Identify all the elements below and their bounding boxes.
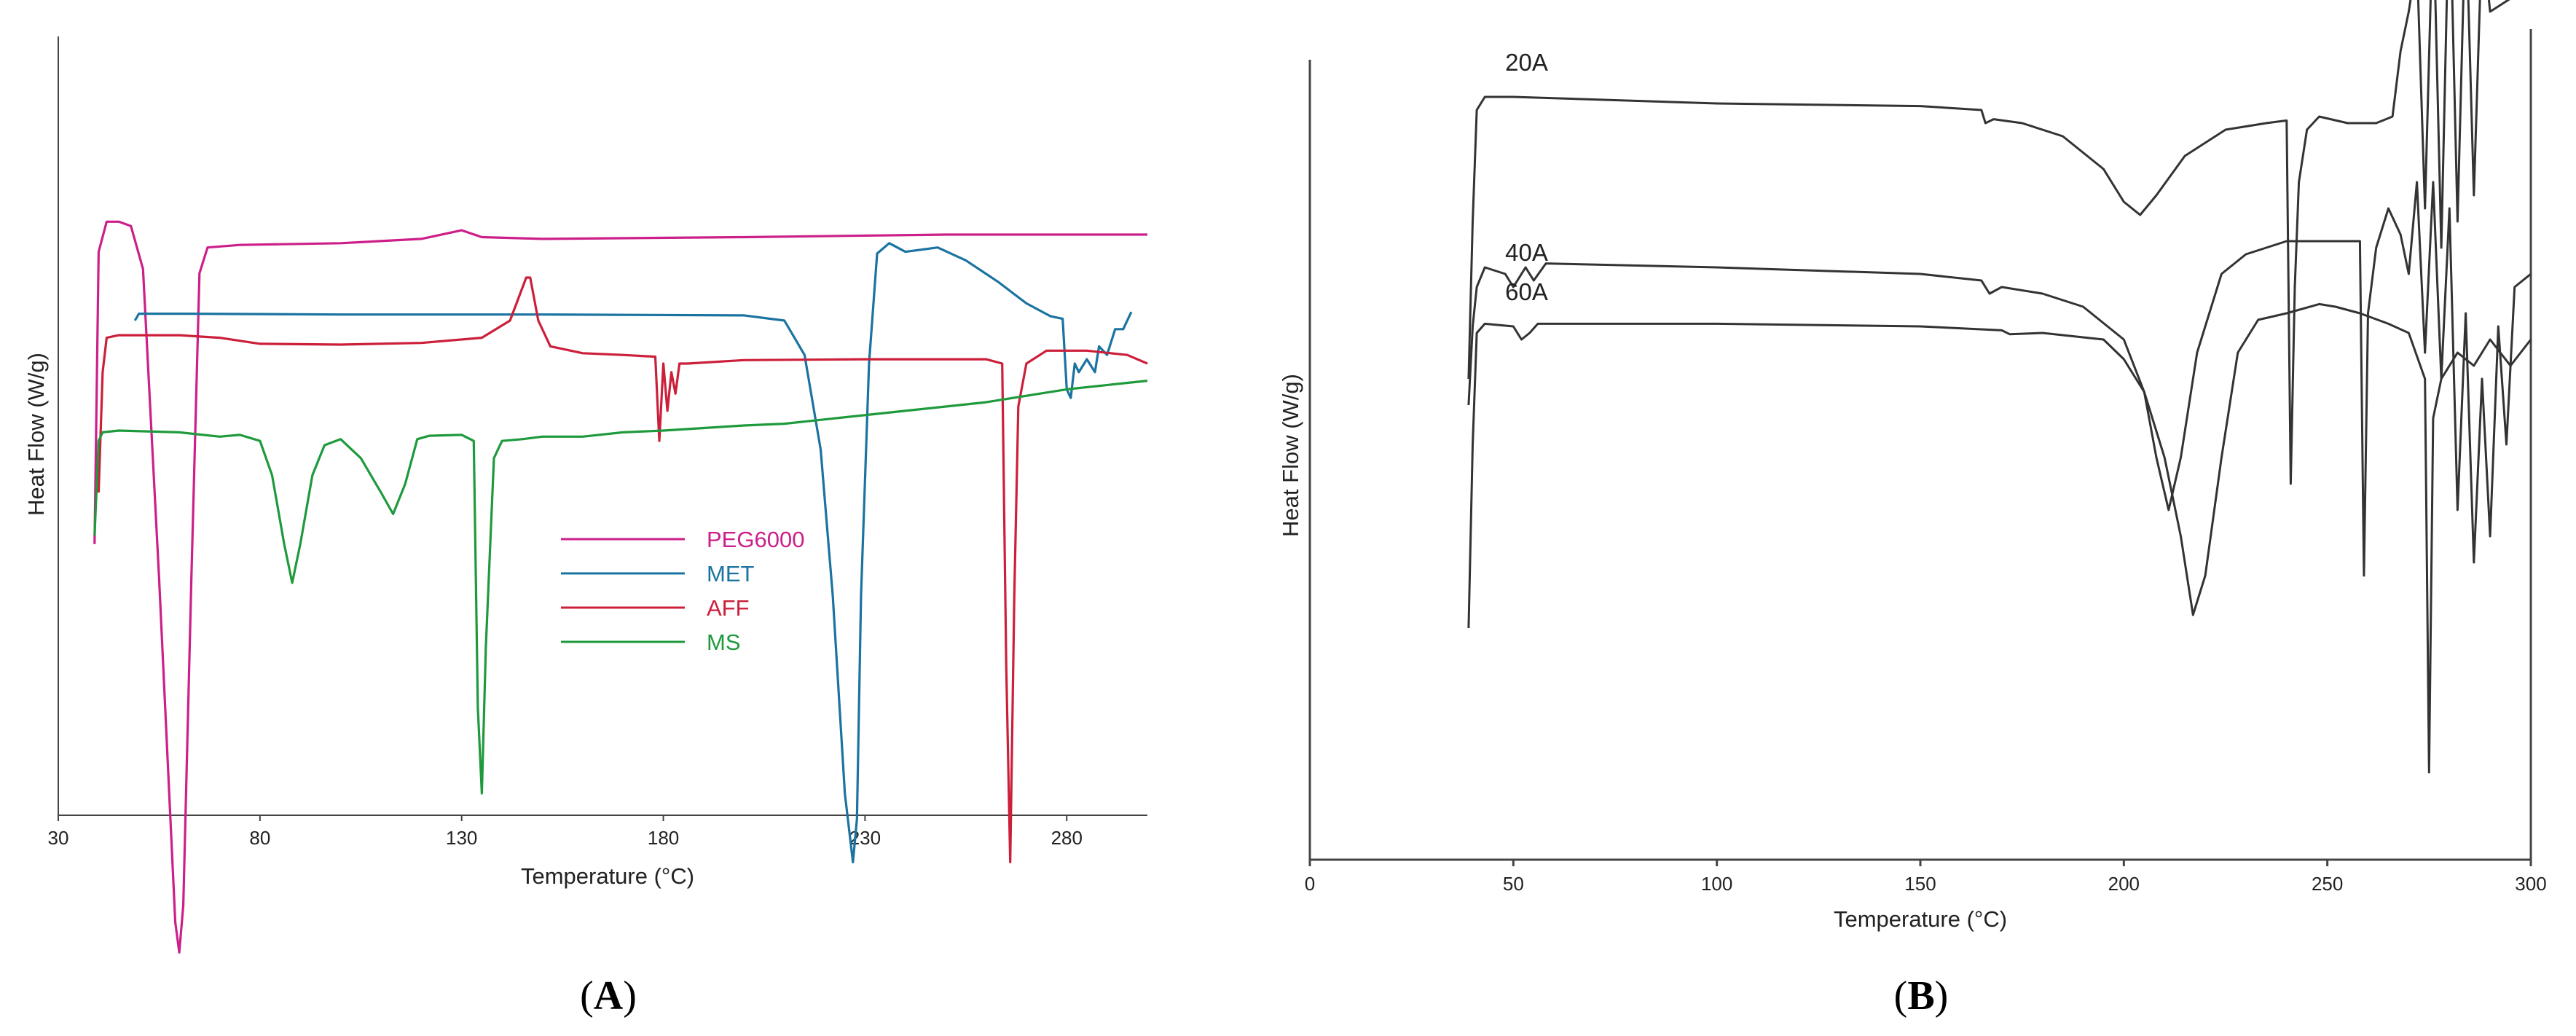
panel-b-chart: 0 50 100 150 200 250 300 20A 40A 60A Temperature… (1278, 0, 2547, 1019)
panel-b-x-axis-label: Temperature (°C) (1834, 906, 2007, 932)
panel-b-series-label-60a: 60A (1505, 278, 1548, 305)
panel-b-series-60a (1467, 302, 2532, 774)
panel-a-x-tick-label: 30 (48, 827, 69, 849)
panel-a-y-axis-label: Heat Flow (W/g) (23, 353, 49, 516)
panel-b-x-tick-label: 250 (2312, 873, 2343, 895)
panel-a-legend-label-peg6000: PEG6000 (707, 527, 804, 552)
panel-b-x-tick-label: 150 (1904, 873, 1936, 895)
panel-a-legend: PEG6000 MET AFF MS (561, 527, 804, 655)
panel-b-x-tick-label: 200 (2108, 873, 2140, 895)
panel-a-legend-label-aff: AFF (707, 595, 750, 621)
panel-a-x-tick-label: 180 (648, 827, 679, 849)
panel-b-series-label-20a: 20A (1505, 49, 1548, 76)
panel-a-series-peg6000 (93, 220, 1147, 954)
panel-b-series-40a (1467, 181, 2532, 577)
panel-a-x-tick-label: 280 (1051, 827, 1083, 849)
panel-b-x-tick-label: 100 (1701, 873, 1732, 895)
panel-b-y-axis-label: Heat Flow (W/g) (1278, 374, 1303, 537)
panel-a-x-tick-label: 80 (249, 827, 270, 849)
panel-b-series-label-40a: 40A (1505, 239, 1548, 266)
panel-a-series-aff (97, 276, 1148, 863)
panel-b-label: (B) (1894, 973, 1949, 1019)
panel-b-x-tick-label: 300 (2515, 873, 2546, 895)
panel-a-x-tick-label: 130 (446, 827, 477, 849)
panel-a-label: (A) (580, 973, 637, 1019)
panel-b-x-tick-label: 0 (1305, 873, 1315, 895)
panel-a-legend-label-met: MET (707, 561, 755, 586)
panel-a-legend-label-ms: MS (707, 629, 741, 655)
panel-a-chart: 30 80 130 180 230 280 Temperature (°C) Heat F… (23, 36, 1148, 1019)
panel-a-series-ms (93, 380, 1148, 795)
panel-b-x-tick-label: 50 (1503, 873, 1524, 895)
panel-a-series-met (133, 242, 1133, 863)
panel-a-x-axis-label: Temperature (°C) (521, 863, 694, 889)
panel-b-series-20a (1467, 0, 2510, 485)
